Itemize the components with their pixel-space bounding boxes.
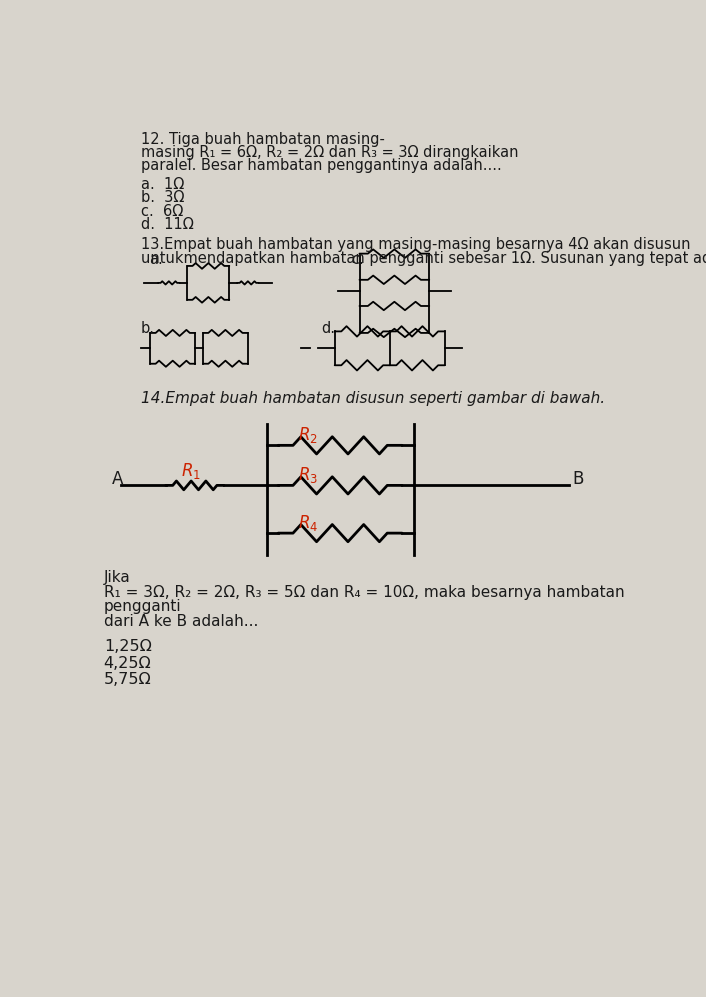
Text: a.: a.	[149, 252, 162, 267]
Text: $R_2$: $R_2$	[297, 426, 317, 446]
Text: R₁ = 3Ω, R₂ = 2Ω, R₃ = 5Ω dan R₄ = 10Ω, maka besarnya hambatan: R₁ = 3Ω, R₂ = 2Ω, R₃ = 5Ω dan R₄ = 10Ω, …	[104, 584, 624, 600]
Text: 12. Tiga buah hambatan masing-: 12. Tiga buah hambatan masing-	[141, 132, 385, 147]
Text: 13.Empat buah hambatan yang masing-masing besarnya 4Ω akan disusun: 13.Empat buah hambatan yang masing-masin…	[141, 237, 690, 252]
Text: dari A ke B adalah...: dari A ke B adalah...	[104, 614, 258, 629]
Text: 5,75Ω: 5,75Ω	[104, 672, 152, 687]
Text: masing R₁ = 6Ω, R₂ = 2Ω dan R₃ = 3Ω dirangkaikan: masing R₁ = 6Ω, R₂ = 2Ω dan R₃ = 3Ω dira…	[141, 145, 518, 161]
Text: $R_1$: $R_1$	[181, 461, 201, 481]
Text: A: A	[112, 471, 123, 489]
Text: paralel. Besar hambatan penggantinya adalah....: paralel. Besar hambatan penggantinya ada…	[141, 159, 502, 173]
Text: b.: b.	[141, 321, 155, 336]
Text: d.  11Ω: d. 11Ω	[141, 216, 193, 231]
Text: 14.Empat buah hambatan disusun seperti gambar di bawah.: 14.Empat buah hambatan disusun seperti g…	[141, 391, 605, 406]
Text: c.  6Ω: c. 6Ω	[141, 203, 183, 218]
Text: 4,25Ω: 4,25Ω	[104, 656, 152, 671]
Text: d.: d.	[321, 321, 335, 336]
Text: pengganti: pengganti	[104, 599, 181, 614]
Text: b.  3Ω: b. 3Ω	[141, 190, 184, 205]
Text: $R_4$: $R_4$	[297, 513, 318, 533]
Text: Jika: Jika	[104, 570, 131, 585]
Text: B: B	[573, 471, 584, 489]
Text: a.  1Ω: a. 1Ω	[141, 177, 184, 192]
Text: 1,25Ω: 1,25Ω	[104, 639, 152, 654]
Text: c.: c.	[352, 252, 364, 267]
Text: untukmendapatkan hambatan pengganti sebesar 1Ω. Susunan yang tepat adalah...: untukmendapatkan hambatan pengganti sebe…	[141, 250, 706, 265]
Text: $R_3$: $R_3$	[297, 466, 318, 486]
